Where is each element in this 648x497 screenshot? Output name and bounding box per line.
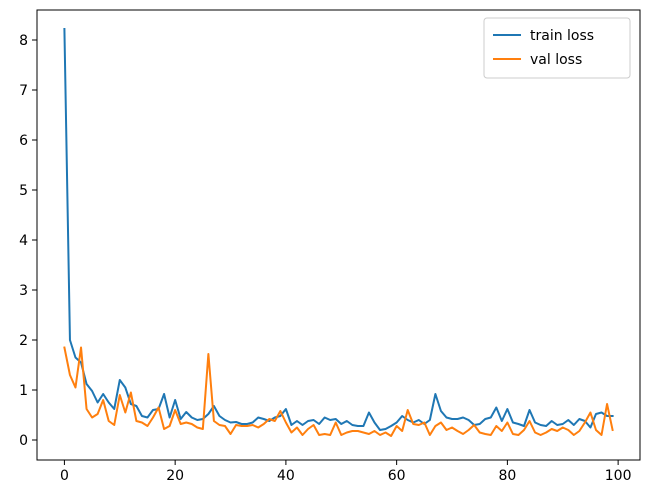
y-tick-label: 3 bbox=[19, 283, 28, 299]
plot-frame bbox=[36, 9, 641, 461]
x-axis: 0 20 40 60 80 100 bbox=[60, 460, 632, 484]
legend-label: val loss bbox=[530, 52, 582, 68]
y-tick-label: 6 bbox=[19, 133, 28, 149]
y-tick-label: 7 bbox=[19, 83, 28, 99]
y-tick-label: 0 bbox=[19, 433, 28, 449]
legend-label: train loss bbox=[530, 28, 594, 44]
legend-box bbox=[483, 17, 631, 79]
legend: train loss val loss bbox=[483, 17, 631, 79]
y-tick-label: 2 bbox=[19, 333, 28, 349]
series-line-val-loss bbox=[63, 346, 614, 437]
x-tick-label: 80 bbox=[498, 468, 516, 484]
y-tick-label: 1 bbox=[19, 383, 28, 399]
x-tick-label: 40 bbox=[277, 468, 295, 484]
y-tick-label: 4 bbox=[19, 233, 28, 249]
y-tick-label: 8 bbox=[19, 33, 28, 49]
series-line-train-loss bbox=[63, 27, 614, 431]
x-tick-label: 100 bbox=[605, 468, 632, 484]
plot-lines bbox=[63, 27, 614, 437]
y-axis: 0 1 2 3 4 5 6 7 8 bbox=[19, 33, 37, 449]
y-tick-label: 5 bbox=[19, 183, 28, 199]
x-tick-label: 60 bbox=[388, 468, 406, 484]
x-tick-label: 20 bbox=[166, 468, 184, 484]
x-tick-label: 0 bbox=[60, 468, 69, 484]
